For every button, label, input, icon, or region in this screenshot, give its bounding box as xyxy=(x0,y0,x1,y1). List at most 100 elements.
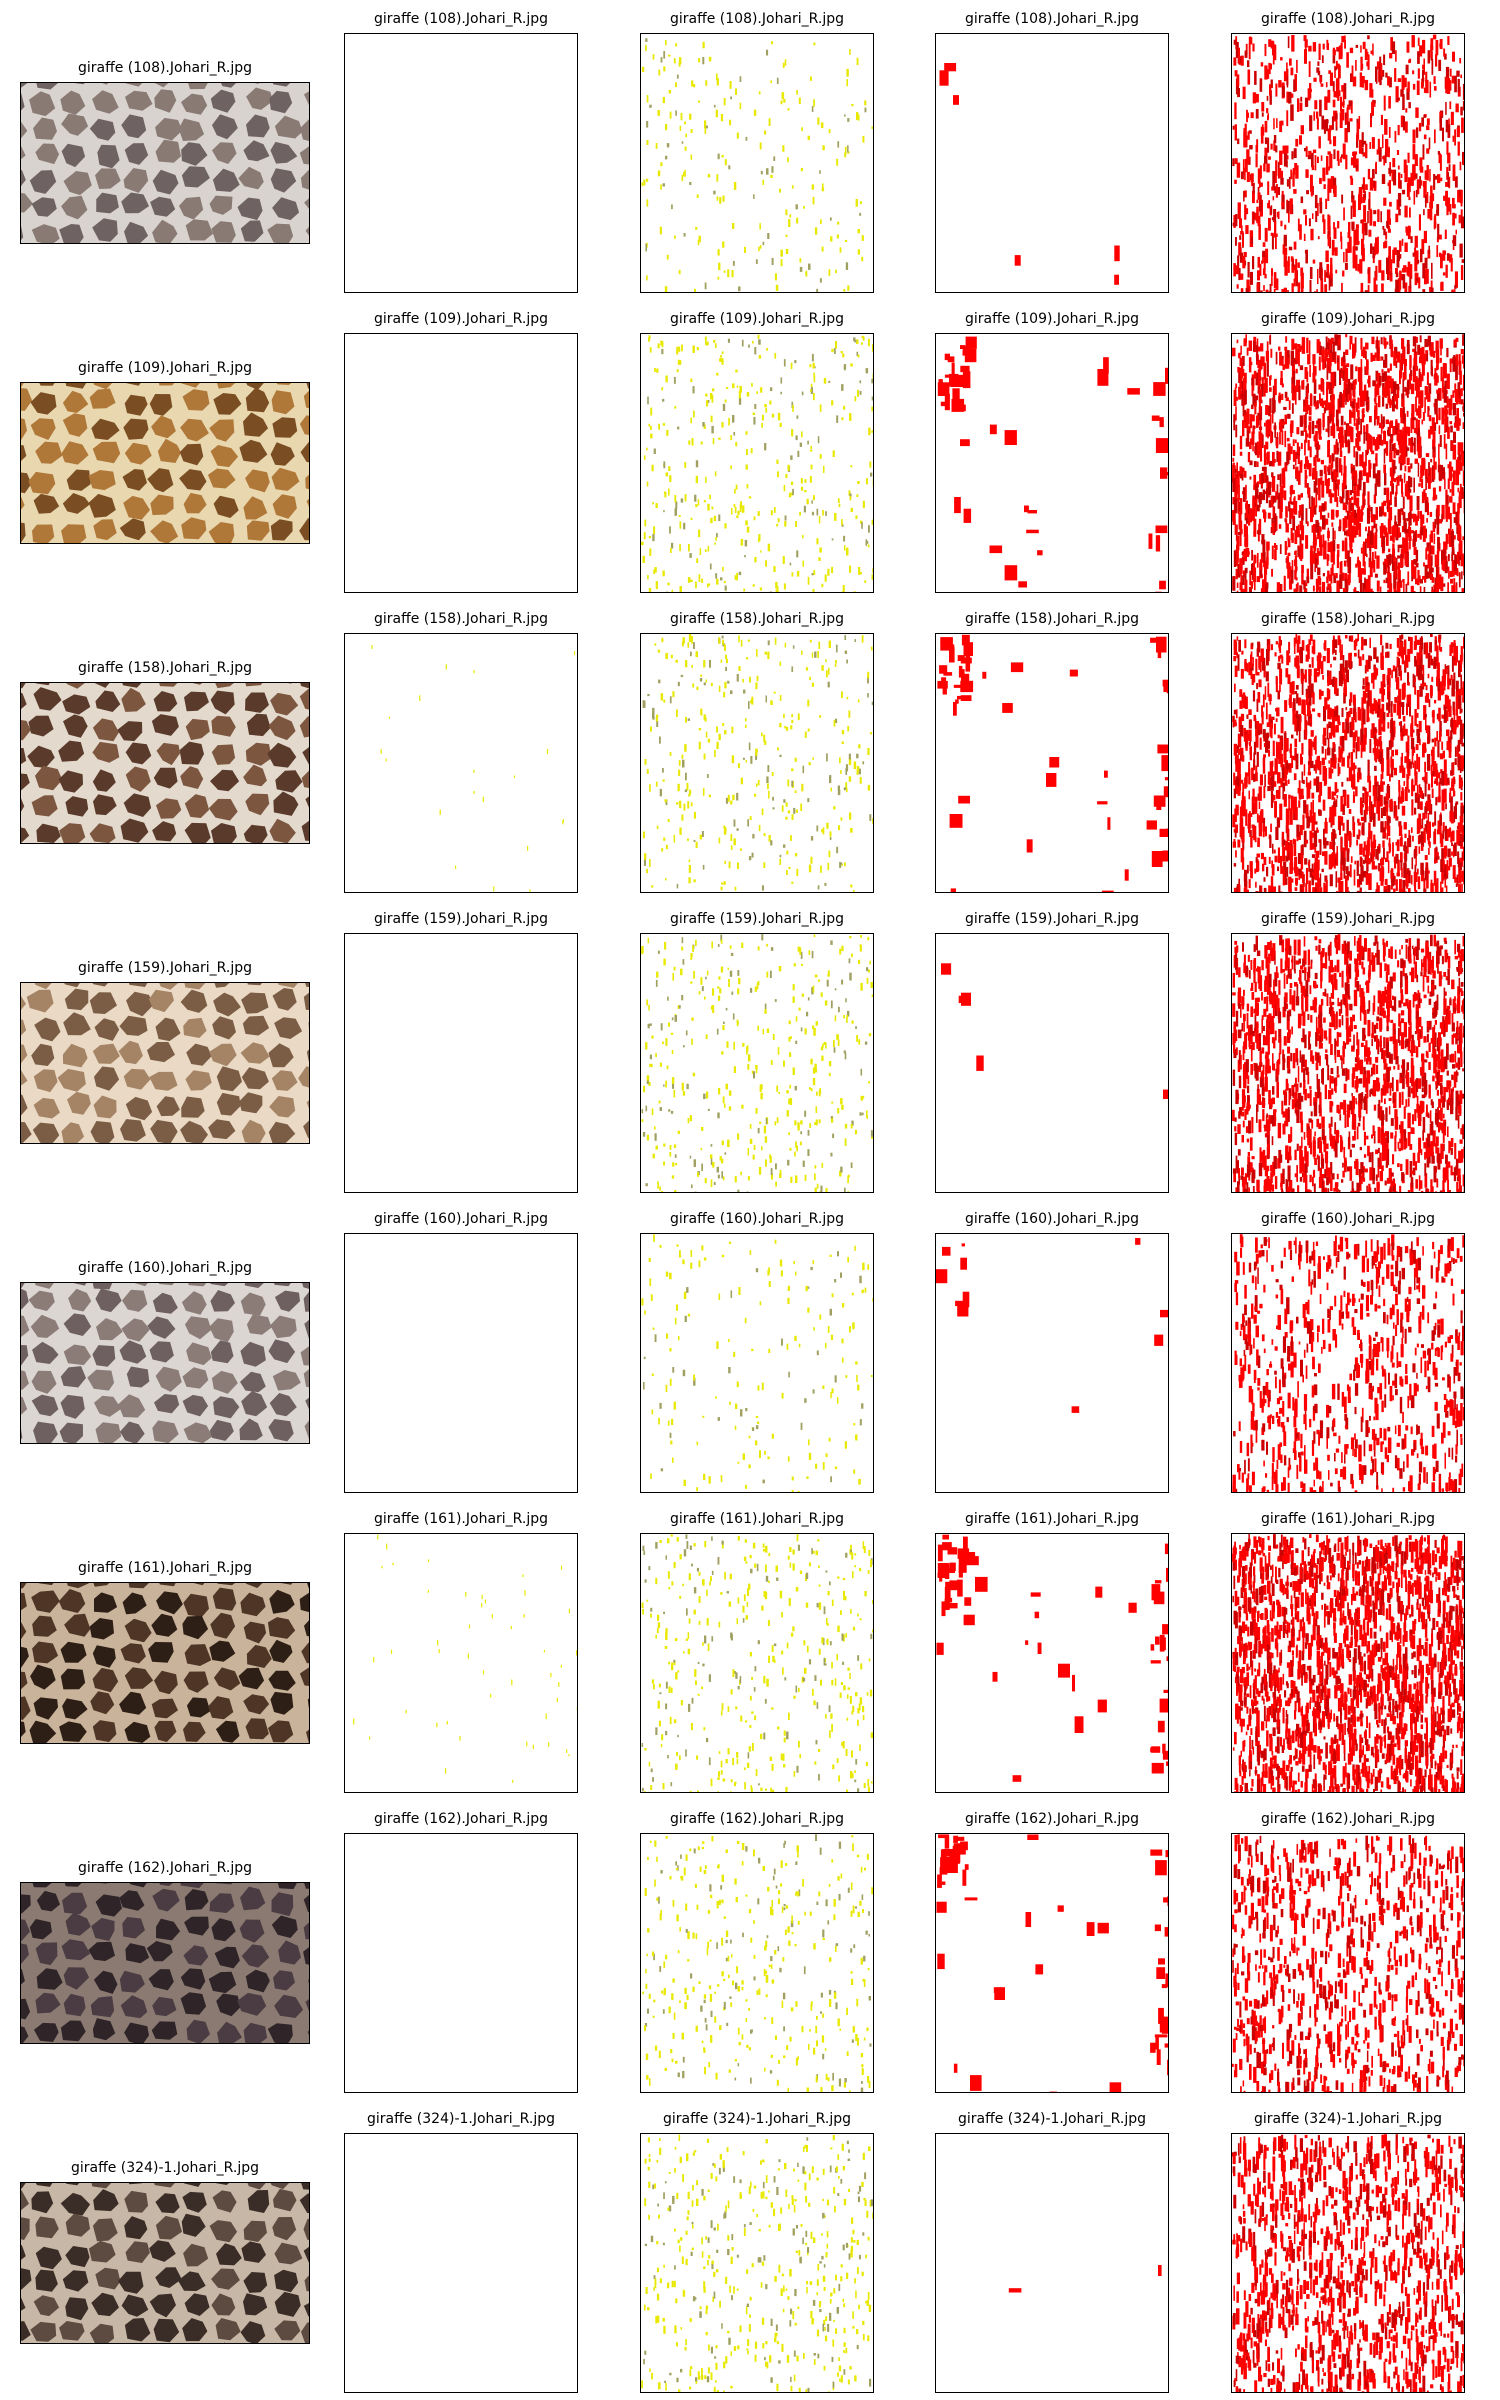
mask-pixel xyxy=(1291,592,1293,593)
mask-pixel xyxy=(730,834,732,841)
mask-pixel xyxy=(1246,208,1249,214)
mask-pixel xyxy=(1253,519,1256,534)
mask-pixel xyxy=(1097,801,1107,804)
mask-pixel xyxy=(703,865,705,870)
mask-pixel xyxy=(1234,40,1236,45)
mask-pixel xyxy=(711,426,713,434)
mask-pixel xyxy=(1397,353,1399,362)
mask-pixel xyxy=(1460,442,1463,451)
mask-pixel xyxy=(662,768,664,773)
mask-pixel xyxy=(753,194,755,199)
mask-pixel xyxy=(844,545,846,550)
mask-pixel xyxy=(1376,556,1379,569)
mask-pixel xyxy=(940,70,949,85)
mask-pixel xyxy=(1097,369,1108,386)
mask-pixel xyxy=(721,660,723,663)
mask-pixel xyxy=(684,170,686,177)
giraffe-patch xyxy=(150,520,178,543)
mask-pixel xyxy=(1018,581,1027,587)
mask-pixel xyxy=(1273,209,1276,222)
giraffe-patch xyxy=(62,144,86,167)
mask-pixel xyxy=(1417,81,1420,95)
mask-pixel xyxy=(653,54,655,60)
mask-pixel xyxy=(1335,725,1339,733)
mask-pixel xyxy=(858,744,860,748)
giraffe-patch xyxy=(273,792,298,816)
mask-pixel xyxy=(1399,430,1402,447)
mask-pixel xyxy=(1293,465,1295,470)
mask-pixel xyxy=(872,397,874,401)
mask-pixel xyxy=(1408,466,1411,472)
mask-pixel xyxy=(1328,151,1331,155)
mask-pixel xyxy=(1383,229,1385,235)
mask-pixel xyxy=(1448,571,1450,579)
mask-pixel xyxy=(1381,808,1383,818)
mask-pixel xyxy=(1331,769,1333,774)
mask-pixel xyxy=(723,196,725,202)
mask-pixel xyxy=(1156,535,1160,551)
mask-pixel xyxy=(735,370,737,373)
mask-pixel xyxy=(1359,523,1362,537)
mask-pixel xyxy=(849,813,851,820)
mask-pixel xyxy=(751,448,753,453)
mask-pixel xyxy=(739,391,741,399)
mask-pixel xyxy=(857,766,859,772)
mask-pixel xyxy=(1266,164,1270,173)
mask-pixel xyxy=(1255,396,1258,401)
mask-pixel xyxy=(728,418,730,426)
mask-pixel xyxy=(830,837,832,840)
mask-pixel xyxy=(658,680,660,684)
mask-pixel xyxy=(763,242,765,246)
mask-pixel xyxy=(1325,519,1328,525)
mask-pixel xyxy=(1251,112,1254,118)
mask-pixel xyxy=(680,521,682,528)
mask-pixel xyxy=(679,760,681,766)
mask-pixel xyxy=(1405,466,1407,472)
mask-pixel xyxy=(730,465,732,469)
mask-pixel xyxy=(1365,80,1369,90)
mask-pixel xyxy=(1349,410,1352,424)
mask-pixel xyxy=(860,777,862,784)
mask-pixel xyxy=(1402,768,1405,778)
mask-pixel xyxy=(1412,567,1414,577)
mask-pixel xyxy=(847,145,849,152)
mask-pixel xyxy=(665,799,667,802)
mask-pixel xyxy=(698,100,700,102)
mask-pixel xyxy=(1329,125,1332,130)
mask-pixel xyxy=(754,347,756,354)
mask-pixel xyxy=(1375,457,1377,460)
mask-pixel xyxy=(1414,352,1417,367)
mask-pixel xyxy=(1404,165,1407,182)
giraffe-patch xyxy=(306,219,310,244)
mask-pixel xyxy=(684,233,686,237)
mask-pixel xyxy=(758,780,760,785)
mask-pixel xyxy=(1305,397,1307,412)
mask-pixel xyxy=(864,580,866,583)
mask-pixel xyxy=(1288,538,1290,542)
mask-pixel xyxy=(1361,64,1363,69)
mask-pixel xyxy=(1454,339,1457,345)
mask-pixel xyxy=(1235,70,1238,76)
mask-pixel xyxy=(1404,473,1406,483)
mask-pixel xyxy=(1407,458,1410,465)
mask-pixel xyxy=(785,59,787,65)
mask-pixel xyxy=(1390,364,1392,371)
mask-pixel xyxy=(729,862,731,869)
mask-pixel xyxy=(1444,405,1447,421)
mask-pixel xyxy=(1274,289,1276,293)
mask-pixel xyxy=(829,851,831,858)
mask-pixel xyxy=(749,743,751,751)
giraffe-patch xyxy=(32,795,58,816)
mask-pixel xyxy=(1432,193,1434,201)
mask-pixel xyxy=(663,571,665,577)
mask-pixel xyxy=(1460,107,1463,116)
mask-pixel xyxy=(1275,652,1277,656)
mask-pixel xyxy=(853,890,855,892)
giraffe-patch xyxy=(90,823,116,843)
mask-pixel xyxy=(656,143,658,149)
mask-pixel xyxy=(669,475,671,482)
mask-pixel xyxy=(1412,35,1415,47)
mask-pixel xyxy=(1452,482,1455,496)
mask-pixel xyxy=(1450,579,1453,584)
mask-pixel xyxy=(1390,535,1393,540)
